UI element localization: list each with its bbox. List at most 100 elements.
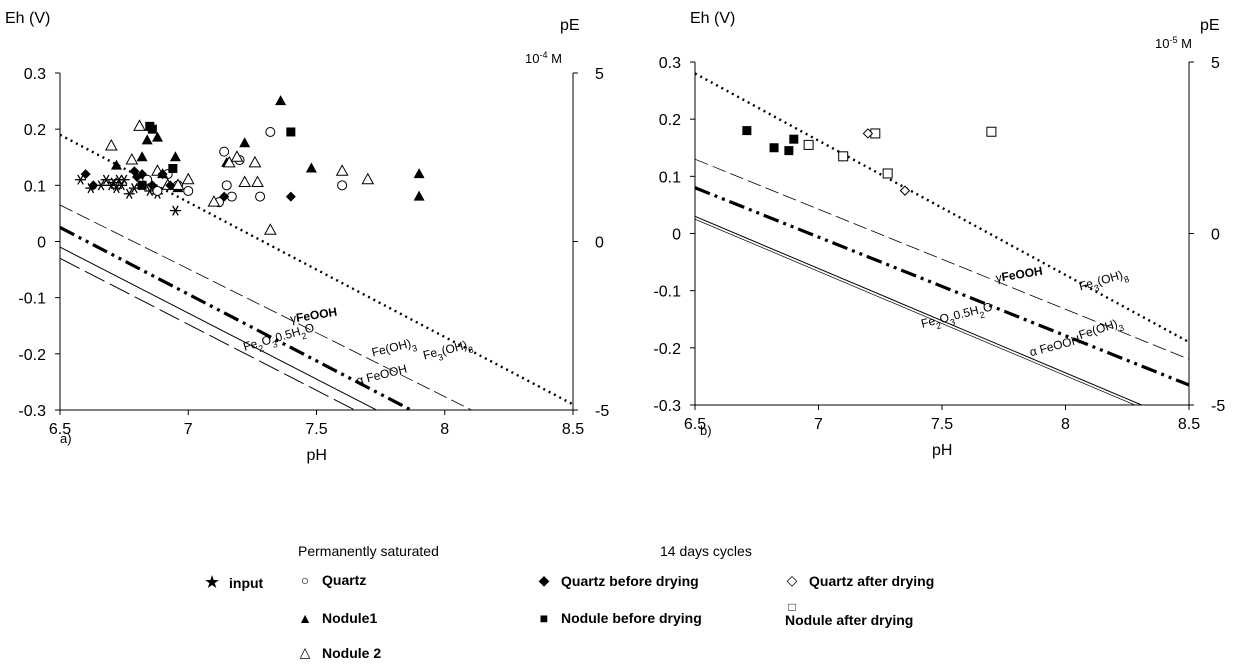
- y2-tick-label: 5: [595, 66, 604, 83]
- x-axis-label: pH: [932, 442, 952, 459]
- nodule-before-drying-marker: [168, 163, 178, 173]
- legend-label-qad: Quartz after drying: [809, 572, 935, 589]
- x-tick-label: 7: [184, 421, 193, 438]
- nodule2-marker: [251, 175, 264, 188]
- line-Fe3(OH)8: [695, 72, 1189, 344]
- y-tick-label: -0.2: [18, 347, 46, 364]
- nodule2-marker: [263, 223, 277, 235]
- line-label: α FeOOH: [355, 362, 408, 388]
- line-Fe(OH)3: [60, 226, 415, 410]
- nodule1-marker: [110, 159, 122, 170]
- legend-item-nodule2: △ Nodule 2: [298, 644, 382, 661]
- legend-label-quartz: Quartz: [322, 572, 367, 588]
- series-quartz-before-drying: [80, 166, 296, 202]
- quartz-marker: [219, 146, 230, 157]
- y2-tick-label: 0: [595, 235, 604, 252]
- nodule1-marker: [141, 134, 153, 145]
- panel-label: a): [60, 431, 72, 446]
- x-tick-label: 7.5: [305, 421, 327, 438]
- line-Fe(OH)3: [695, 186, 1189, 387]
- y-tick-label: 0.2: [24, 122, 46, 139]
- stability-lines: [695, 72, 1189, 405]
- asterisk-stroke: [131, 183, 138, 194]
- line-label: α FeOOH: [1028, 332, 1081, 359]
- nodule1-marker: [413, 168, 425, 179]
- legend-label-nbd: Nodule before drying: [561, 610, 702, 626]
- nodule-after-drying-marker: [986, 126, 997, 137]
- nodule-before-drying-marker: [784, 146, 794, 156]
- panel-label: b): [700, 423, 712, 438]
- x-tick-label: 7: [814, 416, 823, 433]
- nodule2-marker: [335, 164, 349, 176]
- nodule2-marker: [133, 119, 146, 131]
- y-tick-label: -0.1: [653, 284, 681, 301]
- y-tick-label: 0: [672, 227, 681, 244]
- line-label: γFeOOH: [289, 305, 338, 326]
- legend-item-quartz-after-drying: ◇ Quartz after drying: [785, 572, 935, 589]
- legend-item-nodule-after-drying: □ Nodule after drying: [785, 600, 914, 628]
- x-tick-label: 6.5: [684, 416, 706, 433]
- line-Fe2O3.0.5H2O: [60, 246, 378, 410]
- nodule-after-drying-marker: [803, 139, 814, 150]
- asterisk-stroke: [77, 174, 84, 185]
- nodule1-marker: [151, 131, 163, 142]
- line-label: Fe3(OH)8: [422, 337, 475, 367]
- nodule-before-drying-marker: [137, 180, 147, 190]
- x-tick-label: 6.5: [49, 421, 71, 438]
- series-nodule-after-drying: [803, 126, 997, 179]
- nodule-before-drying-marker: [147, 124, 157, 134]
- quartz-before-drying-marker: [157, 169, 168, 180]
- nodule1-marker: [413, 190, 425, 201]
- nodule2-marker: [181, 172, 195, 185]
- line-Fe2O3.0.5H2O: [695, 215, 1143, 405]
- line-label: γFeOOH: [995, 264, 1044, 285]
- legend-label-nad: Nodule after drying: [785, 612, 914, 628]
- x-axis-label: pH: [307, 447, 327, 464]
- chart-panel-a: 6.5 7 7.5 8 8.5 0.3 0.2 0.1 0 -0.1 -0.2 -0.3 5 0 -5 Eh …: [5, 10, 609, 464]
- line-γFeOOH: [695, 158, 1189, 360]
- y2-axis-label: pE: [1200, 17, 1220, 34]
- line-label: Fe(OH)3: [370, 335, 418, 363]
- series-nodule-before-drying: [742, 126, 799, 156]
- x-tick-label: 8: [440, 421, 449, 438]
- series-nodule-before-drying: [137, 121, 296, 190]
- quartz-marker: [255, 191, 266, 202]
- legend-header-permanent: Permanently saturated: [298, 543, 439, 559]
- nodule1-marker: [239, 137, 251, 148]
- y-tick-label: -0.1: [18, 291, 46, 308]
- y2-tick-label: -5: [1211, 398, 1225, 415]
- quartz-before-drying-marker: [147, 180, 158, 191]
- quartz-before-drying-marker: [88, 180, 99, 191]
- series-quartz-after-drying: [862, 128, 911, 196]
- asterisk-stroke: [97, 180, 105, 191]
- y-tick-label: 0.2: [659, 112, 681, 129]
- line-γFeOOH: [60, 204, 473, 410]
- nodule-before-drying-marker: [789, 134, 799, 144]
- y2-tick-label: 0: [1211, 227, 1220, 244]
- quartz-before-drying-marker: [219, 191, 230, 202]
- legend-label-input: input: [229, 574, 264, 591]
- triangle-filled-icon: ▲: [298, 610, 312, 626]
- nodule2-marker: [104, 138, 118, 151]
- triangle-open-icon: △: [299, 644, 311, 660]
- y2-tick-label: -5: [595, 403, 609, 420]
- asterisk-marker: [118, 174, 130, 185]
- quartz-before-drying-marker: [285, 191, 296, 202]
- line-label: Fe3(OH)8: [1077, 266, 1130, 297]
- y-axis-label: Eh (V): [5, 10, 50, 27]
- quartz-marker: [221, 180, 232, 191]
- nodule2-marker: [238, 175, 252, 188]
- y2-tick-label: 5: [1211, 55, 1220, 72]
- diamond-filled-icon: ◆: [538, 572, 550, 588]
- legend-label-nodule1: Nodule1: [322, 610, 378, 626]
- nodule-after-drying-marker: [838, 151, 849, 162]
- nodule1-marker: [169, 151, 181, 162]
- square-open-icon: □: [788, 600, 796, 614]
- quartz-marker: [152, 185, 163, 196]
- legend-item-quartz: ○ Quartz: [298, 572, 367, 588]
- quartz-after-drying-marker: [862, 128, 874, 139]
- legend-item-input: ★ input: [204, 572, 264, 593]
- nodule2-marker: [125, 153, 139, 165]
- asterisk-marker: [123, 188, 135, 199]
